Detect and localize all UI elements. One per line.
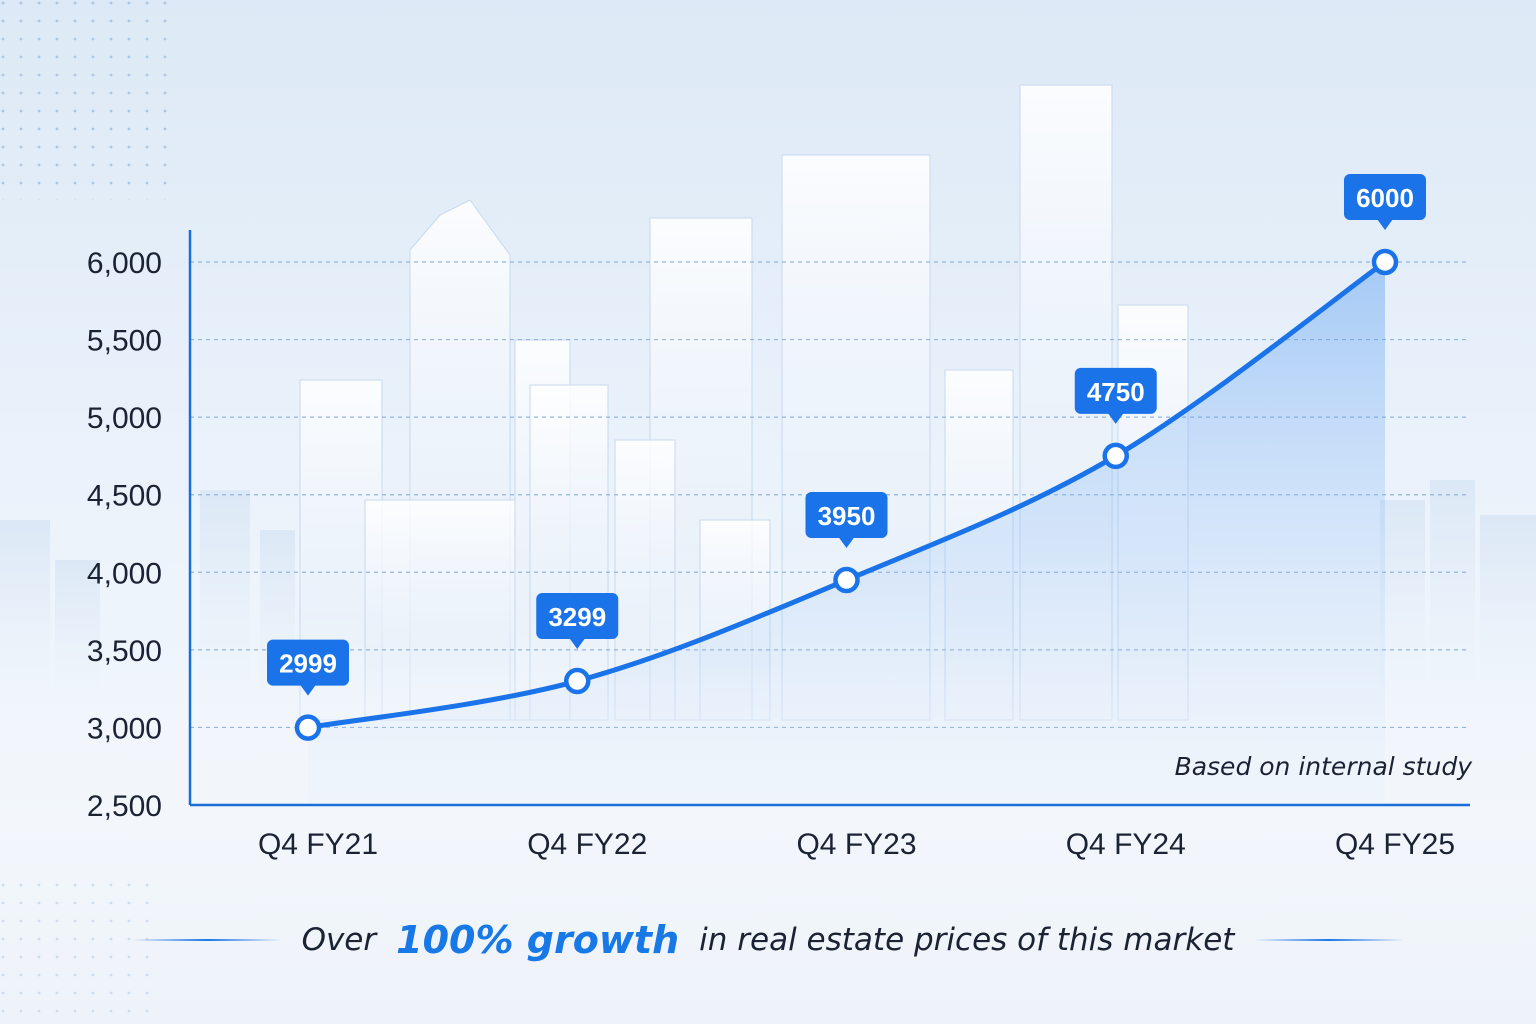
data-label-callout: 2999 (267, 639, 349, 696)
y-tick-label: 4,000 (87, 557, 162, 590)
data-label-pointer (838, 537, 855, 549)
data-label-pointer (569, 638, 586, 650)
data-label-box (267, 639, 349, 686)
data-label-box (536, 593, 619, 640)
data-point (294, 714, 322, 741)
y-tick-label: 3,500 (87, 635, 162, 668)
data-point (1371, 248, 1399, 276)
data-label: 6000 (1356, 183, 1414, 213)
data-point (1102, 442, 1129, 470)
growth-caption: Over 100% growth in real estate prices o… (0, 912, 1536, 968)
data-label: 4750 (1087, 377, 1145, 407)
y-tick-label: 2,500 (87, 790, 162, 823)
caption-prefix: Over (301, 922, 377, 958)
x-tick-label: Q4 FY24 (1066, 828, 1186, 861)
y-tick-label: 4,500 (87, 480, 162, 513)
x-tick-label: Q4 FY21 (258, 828, 378, 861)
data-label-callout: 6000 (1344, 174, 1426, 230)
dot-pattern-bottom-left (0, 870, 150, 1024)
data-label-pointer (1107, 412, 1124, 424)
x-axis-ticks: Q4 FY21 Q4 FY22 Q4 FY23 Q4 FY24 Q4 FY25 (258, 828, 1455, 861)
y-tick-label: 6,000 (87, 247, 162, 280)
data-label-callout: 3950 (805, 492, 888, 549)
data-label: 3299 (548, 602, 606, 632)
data-point (564, 667, 591, 695)
y-axis-ticks: 2,500 3,000 3,500 4,000 4,500 5,000 5,500 6,000 (87, 247, 162, 823)
x-tick-label: Q4 FY22 (527, 828, 647, 861)
caption-left-rule (131, 939, 282, 941)
y-tick-label: 3,000 (87, 712, 162, 745)
dot-pattern-top-left (0, 0, 170, 200)
data-label-callout: 4750 (1074, 367, 1157, 424)
data-label-pointer (300, 684, 316, 696)
data-label: 3950 (818, 501, 876, 531)
data-label: 2999 (279, 649, 337, 679)
caption-suffix: in real estate prices of this market (699, 922, 1235, 958)
x-tick-label: Q4 FY23 (796, 828, 916, 861)
area-fill (308, 262, 1385, 803)
source-note: Based on internal study (1174, 752, 1472, 781)
data-label-box (1074, 367, 1157, 414)
data-point (833, 566, 860, 594)
caption-emphasis: 100% growth (396, 918, 680, 962)
data-label-pointer (1377, 219, 1393, 230)
data-label-box (1344, 174, 1426, 220)
data-label-callout: 3299 (536, 593, 619, 650)
caption-right-rule (1254, 939, 1405, 941)
x-tick-label: Q4 FY25 (1335, 828, 1455, 861)
data-points (294, 248, 1399, 741)
data-label-box (805, 492, 888, 539)
data-labels: 2999 3299 3950 4750 6000 (267, 174, 1426, 696)
y-tick-label: 5,500 (87, 325, 162, 358)
y-tick-label: 5,000 (87, 402, 162, 435)
